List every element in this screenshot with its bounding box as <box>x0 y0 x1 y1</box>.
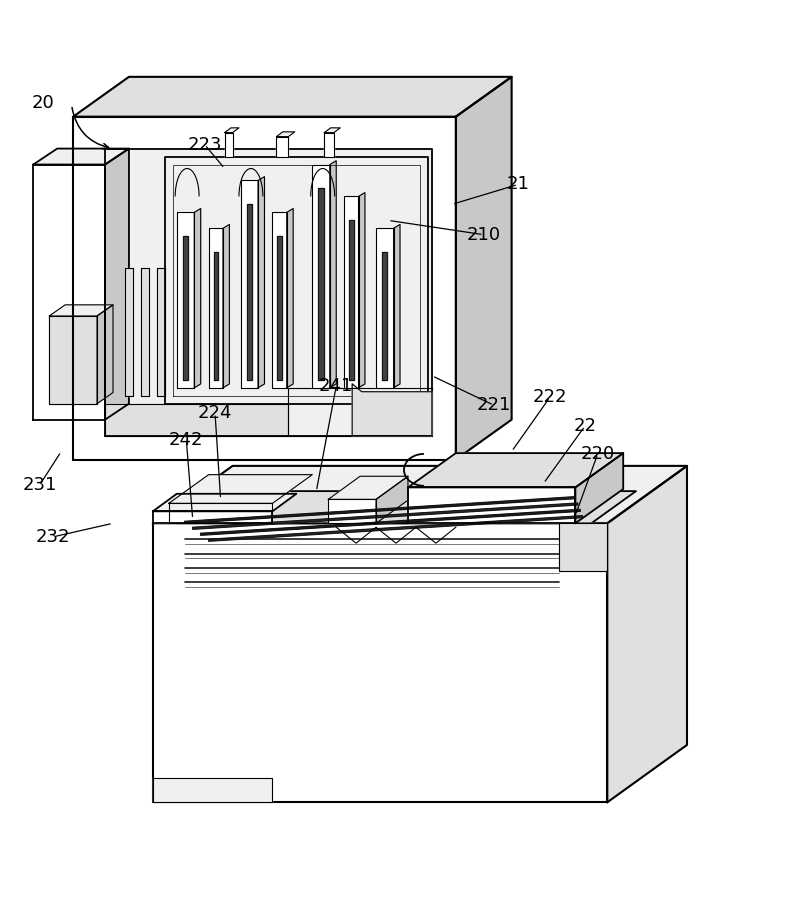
Polygon shape <box>153 511 273 523</box>
Polygon shape <box>201 509 580 535</box>
Text: 241: 241 <box>319 377 354 395</box>
Polygon shape <box>330 161 336 388</box>
Polygon shape <box>559 523 607 571</box>
Polygon shape <box>318 188 324 380</box>
Polygon shape <box>358 193 365 388</box>
Polygon shape <box>34 149 129 165</box>
Polygon shape <box>183 236 188 380</box>
Polygon shape <box>246 204 252 380</box>
Polygon shape <box>376 228 394 388</box>
Polygon shape <box>193 503 578 529</box>
Polygon shape <box>177 212 194 388</box>
Polygon shape <box>328 499 376 523</box>
Polygon shape <box>153 466 687 523</box>
Polygon shape <box>73 77 512 117</box>
Polygon shape <box>324 132 334 156</box>
Text: 224: 224 <box>198 404 232 422</box>
Polygon shape <box>169 474 312 504</box>
Polygon shape <box>157 268 165 396</box>
Polygon shape <box>185 496 575 523</box>
Polygon shape <box>105 149 432 436</box>
Polygon shape <box>153 523 607 802</box>
Polygon shape <box>376 476 408 523</box>
Polygon shape <box>350 221 354 380</box>
Polygon shape <box>273 212 286 388</box>
Text: 242: 242 <box>169 431 203 449</box>
Polygon shape <box>408 453 623 487</box>
Polygon shape <box>288 388 432 436</box>
Polygon shape <box>241 180 258 388</box>
Polygon shape <box>225 128 239 132</box>
Polygon shape <box>141 268 149 396</box>
Polygon shape <box>169 504 273 523</box>
Polygon shape <box>575 453 623 523</box>
Text: 221: 221 <box>477 396 511 414</box>
Polygon shape <box>225 132 233 156</box>
Polygon shape <box>344 197 358 388</box>
Polygon shape <box>50 305 113 316</box>
Text: 231: 231 <box>22 476 57 494</box>
Text: 21: 21 <box>506 176 530 194</box>
Polygon shape <box>97 305 113 403</box>
Polygon shape <box>214 252 218 380</box>
Text: 232: 232 <box>36 528 70 546</box>
Polygon shape <box>209 516 582 541</box>
Polygon shape <box>125 268 133 396</box>
Polygon shape <box>408 487 575 523</box>
Text: 20: 20 <box>32 95 54 112</box>
Polygon shape <box>278 236 282 380</box>
Text: 220: 220 <box>581 445 615 463</box>
Text: 222: 222 <box>533 389 567 406</box>
Polygon shape <box>607 466 687 802</box>
Text: 22: 22 <box>574 417 597 435</box>
Polygon shape <box>277 131 294 137</box>
Polygon shape <box>209 228 223 388</box>
Polygon shape <box>153 778 273 802</box>
Polygon shape <box>328 476 408 499</box>
Polygon shape <box>312 165 330 388</box>
Polygon shape <box>223 224 230 388</box>
Polygon shape <box>105 403 288 436</box>
Polygon shape <box>277 137 288 156</box>
Polygon shape <box>394 224 400 388</box>
Polygon shape <box>352 384 432 436</box>
Polygon shape <box>324 128 340 132</box>
Polygon shape <box>34 165 105 420</box>
Text: 210: 210 <box>466 226 501 244</box>
Polygon shape <box>194 209 201 388</box>
Polygon shape <box>382 252 387 380</box>
Polygon shape <box>105 149 129 420</box>
Text: 223: 223 <box>187 136 222 153</box>
Polygon shape <box>73 117 456 460</box>
Polygon shape <box>456 77 512 460</box>
Polygon shape <box>153 494 296 511</box>
Polygon shape <box>50 316 97 403</box>
Polygon shape <box>286 209 293 388</box>
Polygon shape <box>177 491 636 523</box>
Polygon shape <box>258 176 265 388</box>
